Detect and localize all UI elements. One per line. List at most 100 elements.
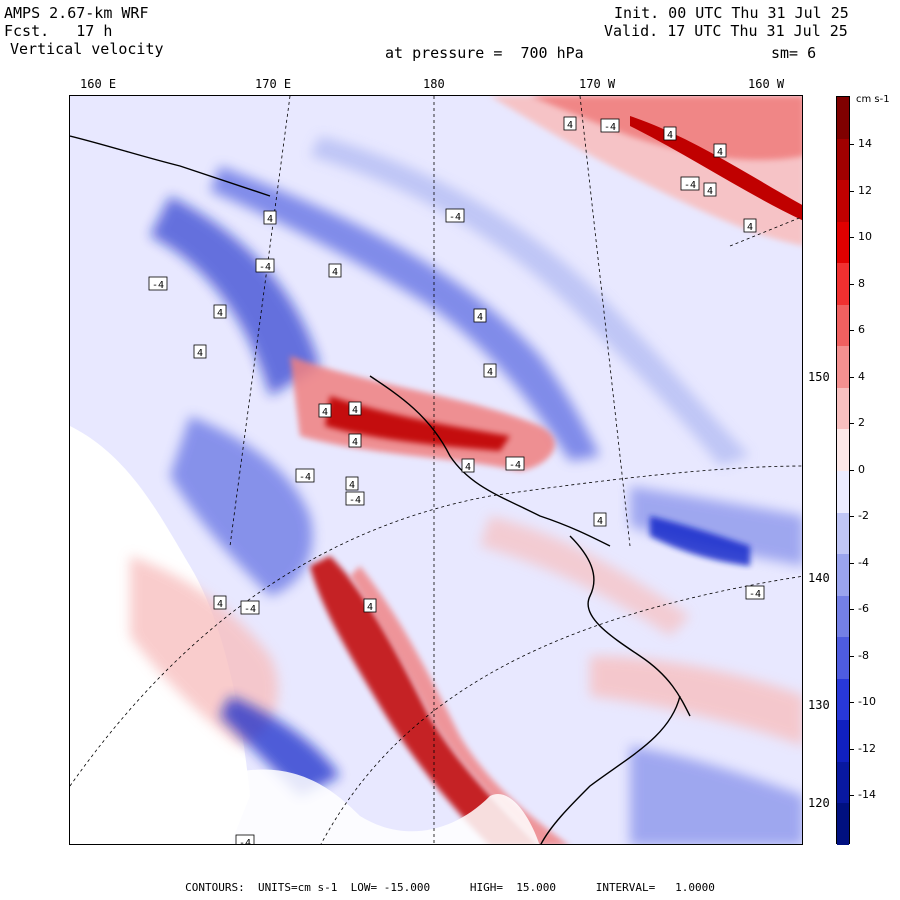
colorbar-tick [850, 283, 854, 285]
colorbar [836, 96, 850, 846]
colorbar-unit: cm s-1 [856, 94, 890, 105]
svg-text:4: 4 [367, 602, 373, 613]
contour-label: 4 [461, 458, 475, 473]
svg-text:4: 4 [597, 516, 603, 527]
valid-time: Valid. 17 UTC Thu 31 Jul 25 [604, 22, 848, 40]
colorbar-segment [837, 263, 849, 306]
smoothing: sm= 6 [771, 44, 817, 62]
negative-region [210, 166, 600, 461]
lon-label-160e: 160 E [80, 77, 117, 91]
colorbar-segment [837, 346, 849, 389]
colorbar-tick [850, 609, 854, 610]
svg-text:4: 4 [667, 130, 673, 141]
colorbar-segment [837, 471, 849, 514]
colorbar-tick-label: 14 [858, 137, 872, 150]
colorbar-tick-label: -14 [858, 788, 876, 801]
contour-label: 4 [363, 598, 377, 613]
graticule [70, 96, 802, 844]
colorbar-segment [837, 138, 849, 181]
colorbar-segment [837, 720, 849, 763]
land-mask [220, 769, 540, 844]
svg-text:4: 4 [567, 120, 573, 131]
colorbar-tick-label: 8 [858, 276, 865, 290]
svg-text:4: 4 [487, 367, 493, 378]
positive-region [310, 556, 539, 844]
colorbar-tick [850, 702, 854, 703]
colorbar-tick [850, 237, 854, 238]
lat-label-120w: 120 W [808, 796, 845, 810]
colorbar-segment [837, 761, 849, 804]
coastline [70, 135, 691, 844]
svg-text:-4: -4 [259, 262, 271, 273]
field-name: Vertical velocity [10, 40, 164, 58]
colorbar-segment [837, 637, 849, 680]
lat-label-130w: 130 W [808, 698, 845, 712]
colorbar-tick-label: 2 [858, 416, 865, 429]
svg-text:4: 4 [717, 147, 723, 158]
positive-region [325, 396, 510, 451]
svg-text:4: 4 [465, 462, 471, 473]
colorbar-tick-label: -6 [858, 602, 869, 615]
colorbar-tick [850, 330, 854, 331]
contour-label: -4 [255, 258, 275, 273]
contour-label: -4 [745, 585, 765, 600]
colorbar-segment [837, 180, 849, 223]
positive-region [480, 516, 690, 636]
contour-label: 4 [328, 263, 342, 278]
init-time: Init. 00 UTC Thu 31 Jul 25 [614, 4, 849, 22]
colorbar-tick-label: 0 [858, 462, 865, 476]
colorbar-tick-label: 6 [858, 323, 865, 336]
negative-region [220, 696, 340, 796]
positive-region [590, 656, 802, 746]
svg-text:-4: -4 [749, 589, 761, 600]
negative-region [630, 486, 802, 566]
colorbar-tick-label: -12 [858, 741, 876, 755]
forecast-hours: 17 h [76, 22, 113, 40]
vertical-velocity-map: 4 -4 4 4 -4 4 4 4 -4 4 -4 4 4 -4 4 4 4 4 4 -4 4 4 -4 -4 -4 4 4 4 -4 -… [69, 95, 803, 845]
colorbar-segment [837, 97, 849, 140]
negative-region [310, 136, 750, 466]
colorbar-segment [837, 512, 849, 555]
colorbar-tick [850, 516, 854, 517]
lon-label-180: 180 [423, 77, 445, 91]
negative-region [170, 416, 313, 596]
svg-text:-4: -4 [152, 280, 164, 291]
svg-text:4: 4 [217, 308, 223, 319]
contour-label: 4 [703, 182, 717, 197]
colorbar-tick-label: 12 [858, 183, 872, 197]
model-title: AMPS 2.67-km WRF [4, 4, 149, 22]
contour-label: 4 [473, 308, 487, 323]
colorbar-segment [837, 429, 849, 472]
forecast-label: Fcst. 17 h [4, 22, 112, 40]
colorbar-tick-label: -4 [858, 555, 869, 569]
contour-label: 4 [348, 401, 362, 416]
contour-label: -4 [295, 468, 315, 483]
contour-label: 4 [213, 595, 227, 610]
contour-label: 4 [713, 143, 727, 158]
svg-text:4: 4 [267, 214, 273, 225]
pressure-level: at pressure = 700 hPa [385, 44, 584, 62]
svg-text:-4: -4 [299, 472, 311, 483]
contour-label: 4 [483, 363, 497, 378]
colorbar-tick [850, 748, 854, 750]
svg-text:-4: -4 [604, 122, 616, 133]
svg-text:-4: -4 [349, 495, 361, 506]
contour-label: 4 [193, 344, 207, 359]
svg-text:4: 4 [332, 267, 338, 278]
svg-text:4: 4 [707, 186, 713, 197]
contour-label: 4 [213, 304, 227, 319]
svg-text:-4: -4 [509, 460, 521, 471]
svg-text:4: 4 [322, 407, 328, 418]
lon-label-170w: 170 W [579, 77, 616, 91]
contour-labels: 4 -4 4 4 -4 4 4 4 -4 4 -4 4 4 -4 4 4 4 4 4 -4 4 4 -4 -4 -4 4 4 4 -4 -… [148, 116, 765, 844]
contour-label: 4 [345, 476, 359, 491]
colorbar-tick-label: -8 [858, 648, 869, 662]
colorbar-segment [837, 304, 849, 347]
positive-region [630, 116, 802, 221]
lat-label-150w: 150 W [808, 370, 845, 384]
positive-region [130, 556, 279, 746]
contour-label: 4 [593, 512, 607, 527]
colorbar-tick [850, 376, 854, 378]
contour-label: 4 [743, 218, 757, 233]
contour-label: -4 [680, 176, 700, 191]
